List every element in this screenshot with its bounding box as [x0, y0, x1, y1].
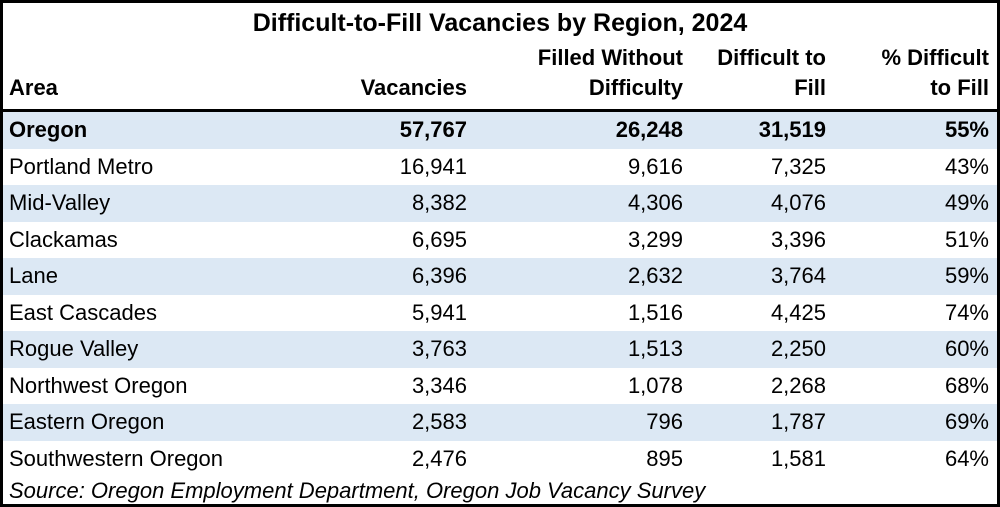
- cell-area: Portland Metro: [9, 153, 154, 179]
- table-row: Rogue Valley 3,763 1,513 2,250 60%: [3, 331, 997, 368]
- cell-area: Rogue Valley: [9, 336, 139, 361]
- cell-pct-difficult-to-fill: 43%: [944, 153, 989, 179]
- col-header-difficult-line2: Fill: [794, 75, 826, 100]
- cell-area: East Cascades: [9, 299, 157, 325]
- col-header-filled-line1: Filled Without: [537, 45, 683, 70]
- source-note: Source: Oregon Employment Department, Or…: [9, 478, 706, 503]
- col-header-pct-difficult-to-fill: % Difficult to Fill: [834, 43, 997, 112]
- cell-difficult-to-fill: 3,396: [770, 226, 826, 252]
- table-row-oregon-total: Oregon 57,767 26,248 31,519 55%: [3, 110, 997, 149]
- table-row: Portland Metro 16,941 9,616 7,325 43%: [3, 149, 997, 186]
- cell-area: Oregon: [9, 117, 88, 142]
- cell-difficult-to-fill: 1,581: [770, 445, 826, 471]
- col-header-filled-without-difficulty: Filled Without Difficulty: [475, 43, 691, 112]
- table-row: Lane 6,396 2,632 3,764 59%: [3, 258, 997, 295]
- cell-vacancies: 57,767: [399, 117, 467, 142]
- cell-area: Southwestern Oregon: [9, 445, 224, 471]
- col-header-area-label: Area: [9, 75, 58, 100]
- cell-area: Lane: [9, 263, 58, 288]
- col-header-pct-line1: % Difficult: [881, 45, 989, 70]
- table-row: Northwest Oregon 3,346 1,078 2,268 68%: [3, 368, 997, 405]
- col-header-area: Area: [3, 43, 337, 112]
- cell-area: Mid-Valley: [9, 190, 111, 215]
- table-row: East Cascades 5,941 1,516 4,425 74%: [3, 295, 997, 332]
- cell-pct-difficult-to-fill: 55%: [944, 117, 989, 142]
- cell-difficult-to-fill: 1,787: [770, 409, 826, 434]
- cell-difficult-to-fill: 31,519: [758, 117, 826, 142]
- cell-pct-difficult-to-fill: 59%: [944, 263, 989, 288]
- col-header-filled-line2: Difficulty: [588, 75, 683, 100]
- cell-pct-difficult-to-fill: 64%: [944, 445, 989, 471]
- cell-vacancies: 6,695: [411, 226, 467, 252]
- cell-filled-without-difficulty: 1,078: [627, 372, 683, 398]
- cell-area: Eastern Oregon: [9, 409, 165, 434]
- col-header-difficult-to-fill: Difficult to Fill: [691, 43, 834, 112]
- cell-vacancies: 2,583: [411, 409, 467, 434]
- cell-filled-without-difficulty: 1,516: [627, 299, 683, 325]
- cell-difficult-to-fill: 3,764: [770, 263, 826, 288]
- cell-area: Clackamas: [9, 226, 118, 252]
- col-header-difficult-line1: Difficult to: [717, 45, 826, 70]
- cell-filled-without-difficulty: 3,299: [627, 226, 683, 252]
- col-header-pct-line2: to Fill: [930, 75, 989, 100]
- cell-pct-difficult-to-fill: 69%: [944, 409, 989, 434]
- table-row: Southwestern Oregon 2,476 895 1,581 64%: [3, 441, 997, 478]
- cell-filled-without-difficulty: 9,616: [627, 153, 683, 179]
- cell-vacancies: 2,476: [411, 445, 467, 471]
- cell-filled-without-difficulty: 4,306: [627, 190, 683, 215]
- col-header-vacancies: Vacancies: [337, 43, 475, 112]
- cell-vacancies: 3,346: [411, 372, 467, 398]
- cell-difficult-to-fill: 7,325: [770, 153, 826, 179]
- cell-difficult-to-fill: 2,268: [770, 372, 826, 398]
- vacancies-by-region-table: Area Vacancies Filled Without Difficulty…: [3, 43, 997, 504]
- table-row: Clackamas 6,695 3,299 3,396 51%: [3, 222, 997, 259]
- cell-filled-without-difficulty: 895: [646, 445, 683, 471]
- cell-filled-without-difficulty: 796: [646, 409, 683, 434]
- col-header-vacancies-label: Vacancies: [360, 75, 467, 100]
- page-title: Difficult-to-Fill Vacancies by Region, 2…: [252, 8, 748, 37]
- header-row: Area Vacancies Filled Without Difficulty…: [3, 43, 997, 112]
- cell-pct-difficult-to-fill: 49%: [944, 190, 989, 215]
- cell-pct-difficult-to-fill: 60%: [944, 336, 989, 361]
- cell-vacancies: 16,941: [399, 153, 467, 179]
- table-row: Eastern Oregon 2,583 796 1,787 69%: [3, 404, 997, 441]
- cell-filled-without-difficulty: 26,248: [615, 117, 683, 142]
- cell-area: Northwest Oregon: [9, 372, 188, 398]
- cell-filled-without-difficulty: 2,632: [627, 263, 683, 288]
- cell-vacancies: 8,382: [411, 190, 467, 215]
- cell-difficult-to-fill: 4,076: [770, 190, 826, 215]
- cell-vacancies: 3,763: [411, 336, 467, 361]
- source-row: Source: Oregon Employment Department, Or…: [3, 477, 997, 504]
- cell-vacancies: 6,396: [411, 263, 467, 288]
- table-row: Mid-Valley 8,382 4,306 4,076 49%: [3, 185, 997, 222]
- cell-difficult-to-fill: 2,250: [770, 336, 826, 361]
- cell-difficult-to-fill: 4,425: [770, 299, 826, 325]
- cell-filled-without-difficulty: 1,513: [627, 336, 683, 361]
- cell-pct-difficult-to-fill: 74%: [944, 299, 989, 325]
- cell-pct-difficult-to-fill: 68%: [944, 372, 989, 398]
- cell-pct-difficult-to-fill: 51%: [944, 226, 989, 252]
- cell-vacancies: 5,941: [411, 299, 467, 325]
